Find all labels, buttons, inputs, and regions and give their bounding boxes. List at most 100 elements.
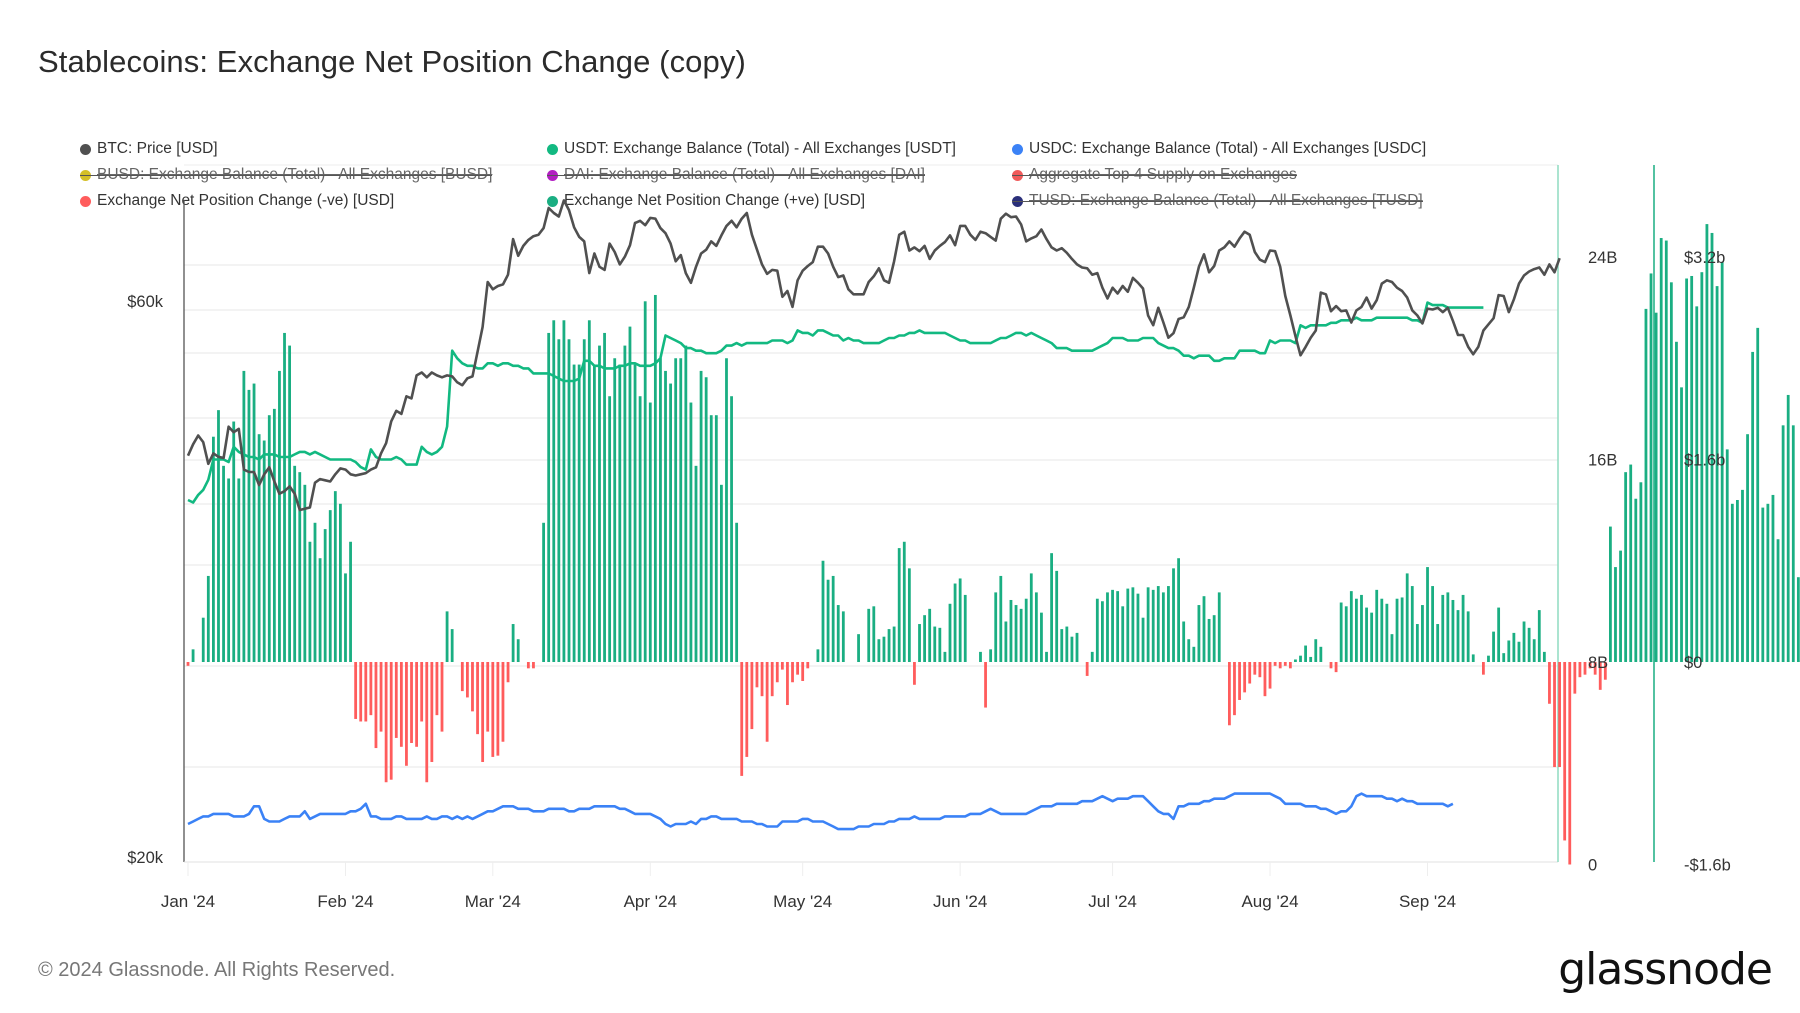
bar-negative bbox=[440, 662, 444, 732]
bar-negative bbox=[791, 662, 794, 683]
gridlines bbox=[184, 264, 1558, 768]
bar-positive bbox=[1609, 526, 1612, 662]
bar-positive bbox=[1355, 598, 1358, 662]
bar-negative bbox=[481, 662, 485, 762]
net-position-axis-tick-label: $1.6b bbox=[1684, 452, 1725, 470]
bar-negative bbox=[1228, 662, 1231, 726]
bar-positive bbox=[1634, 498, 1638, 662]
bar-positive bbox=[1116, 591, 1120, 662]
bar-negative bbox=[532, 662, 535, 669]
bar-positive bbox=[1537, 610, 1541, 662]
legend-item[interactable]: TUSD: Exchange Balance (Total) - All Exc… bbox=[1012, 192, 1423, 210]
bar-positive bbox=[720, 484, 723, 662]
bar-positive bbox=[821, 560, 825, 662]
bar-negative bbox=[415, 662, 418, 747]
bar-positive bbox=[877, 639, 881, 662]
bar-positive bbox=[1349, 591, 1353, 662]
legend-item[interactable]: USDC: Exchange Balance (Total) - All Exc… bbox=[1012, 140, 1426, 158]
bar-negative bbox=[369, 662, 373, 716]
bar-positive bbox=[577, 364, 581, 662]
net-position-bars bbox=[186, 224, 1800, 865]
legend-item[interactable]: Exchange Net Position Change (-ve) [USD] bbox=[80, 192, 394, 210]
bar-positive bbox=[1614, 567, 1617, 662]
bar-negative bbox=[471, 662, 474, 712]
bar-positive bbox=[1680, 387, 1683, 662]
balance-axis-tick-label: 8B bbox=[1588, 654, 1608, 672]
axes bbox=[183, 164, 1655, 863]
bar-positive bbox=[1796, 577, 1800, 662]
bar-positive bbox=[1304, 645, 1307, 662]
legend-label: USDT: Exchange Balance (Total) - All Exc… bbox=[564, 140, 956, 157]
bar-positive bbox=[994, 592, 998, 662]
bar-negative bbox=[1278, 662, 1282, 669]
bar-positive bbox=[643, 301, 647, 662]
bar-positive bbox=[1669, 282, 1673, 662]
bar-positive bbox=[633, 364, 637, 662]
bar-positive bbox=[1202, 596, 1206, 662]
bar-negative bbox=[806, 662, 810, 669]
bar-positive bbox=[1146, 587, 1150, 662]
bar-positive bbox=[1791, 425, 1795, 662]
glassnode-logo[interactable]: glassnode bbox=[1558, 944, 1773, 995]
bar-positive bbox=[1776, 539, 1780, 662]
bar-positive bbox=[567, 339, 571, 662]
bar-positive bbox=[1487, 655, 1490, 662]
bar-negative bbox=[425, 662, 429, 783]
legend-item[interactable]: Aggregate Top 4 Supply on Exchanges bbox=[1012, 166, 1297, 184]
legend-item[interactable]: BUSD: Exchange Balance (Total) - All Exc… bbox=[80, 166, 493, 184]
bar-positive bbox=[1512, 632, 1516, 662]
bar-positive bbox=[1095, 598, 1099, 662]
bar-positive bbox=[1161, 592, 1165, 662]
bar-positive bbox=[1405, 573, 1409, 662]
legend-item[interactable]: BTC: Price [USD] bbox=[80, 140, 218, 158]
bar-positive bbox=[1639, 482, 1643, 662]
bar-positive bbox=[669, 383, 672, 662]
legend-item[interactable]: DAI: Exchange Balance (Total) - All Exch… bbox=[547, 166, 925, 184]
bar-positive bbox=[1192, 646, 1196, 662]
bar-positive bbox=[1761, 507, 1765, 662]
bar-positive bbox=[684, 345, 688, 662]
bar-positive bbox=[1172, 568, 1175, 662]
bar-positive bbox=[714, 415, 718, 662]
bar-negative bbox=[1588, 662, 1592, 669]
bar-positive bbox=[1375, 589, 1379, 662]
bar-positive bbox=[191, 649, 195, 662]
bar-positive bbox=[552, 320, 556, 662]
x-axis-tick-label: Feb '24 bbox=[317, 892, 373, 911]
bar-positive bbox=[735, 522, 739, 662]
bar-positive bbox=[928, 608, 932, 662]
bar-positive bbox=[272, 408, 276, 662]
bar-positive bbox=[989, 649, 993, 662]
btc-axis-tick-label: $60k bbox=[127, 293, 164, 311]
bar-positive bbox=[344, 573, 347, 662]
bar-positive bbox=[237, 478, 241, 662]
bar-positive bbox=[222, 465, 225, 662]
bar-positive bbox=[1070, 636, 1074, 662]
bar-positive bbox=[1786, 394, 1790, 662]
bar-positive bbox=[1781, 425, 1785, 662]
bar-positive bbox=[1111, 589, 1114, 662]
bar-positive bbox=[572, 364, 576, 662]
bar-negative bbox=[435, 662, 439, 716]
bar-positive bbox=[1421, 605, 1424, 662]
bar-positive bbox=[1090, 651, 1094, 662]
bar-positive bbox=[948, 603, 952, 662]
bar-positive bbox=[938, 627, 942, 662]
bar-positive bbox=[339, 503, 342, 662]
legend-label: Exchange Net Position Change (+ve) [USD] bbox=[564, 192, 866, 209]
bar-positive bbox=[1507, 640, 1511, 662]
bar-negative bbox=[750, 662, 754, 730]
bar-positive bbox=[1034, 592, 1038, 662]
x-axis-tick-label: May '24 bbox=[773, 892, 832, 911]
legend-item[interactable]: USDT: Exchange Balance (Total) - All Exc… bbox=[547, 140, 956, 158]
bar-positive bbox=[725, 358, 728, 662]
bar-negative bbox=[760, 662, 764, 697]
legend-item[interactable]: Exchange Net Position Change (+ve) [USD] bbox=[547, 192, 865, 210]
usdt-balance-line bbox=[187, 301, 1484, 504]
bar-positive bbox=[979, 651, 982, 662]
bar-positive bbox=[542, 522, 545, 662]
bar-positive bbox=[704, 377, 708, 662]
bar-positive bbox=[679, 358, 683, 662]
bar-positive bbox=[1720, 262, 1724, 662]
bar-negative bbox=[1583, 662, 1587, 675]
